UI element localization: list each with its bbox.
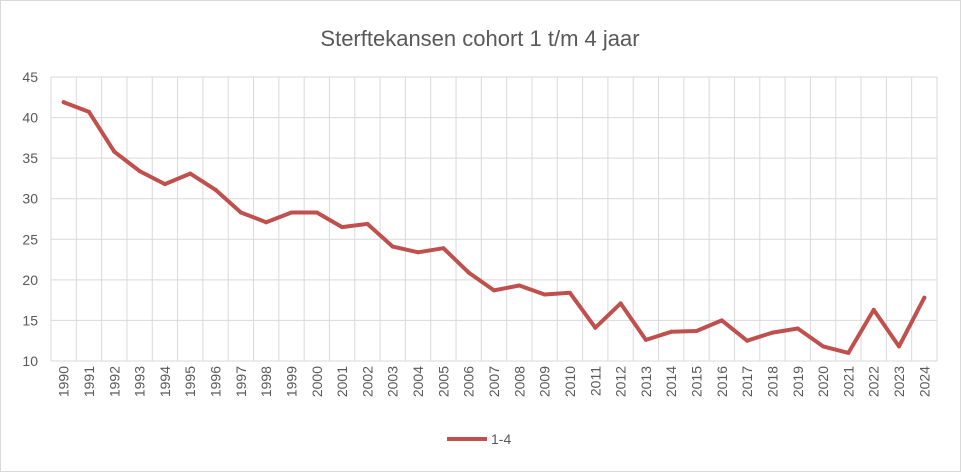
data-point <box>922 295 927 300</box>
legend: 1-4 <box>447 431 511 447</box>
data-point <box>871 307 876 312</box>
x-tick-label: 2010 <box>562 366 578 397</box>
data-point <box>517 283 522 288</box>
data-point <box>86 109 91 114</box>
data-point <box>795 326 800 331</box>
y-tick-label: 10 <box>22 353 38 369</box>
data-point <box>264 220 269 225</box>
y-tick-label: 25 <box>22 231 38 247</box>
data-point <box>669 329 674 334</box>
data-point <box>897 344 902 349</box>
x-tick-label: 2016 <box>714 366 730 397</box>
data-point <box>466 270 471 275</box>
x-tick-label: 1996 <box>208 366 224 397</box>
data-point <box>289 210 294 215</box>
data-point <box>567 290 572 295</box>
data-point <box>745 338 750 343</box>
x-tick-label: 2012 <box>613 366 629 397</box>
data-point <box>390 244 395 249</box>
gridlines <box>50 76 938 362</box>
x-tick-label: 2013 <box>638 366 654 397</box>
x-tick-label: 1997 <box>233 366 249 397</box>
x-tick-label: 2006 <box>461 366 477 397</box>
x-tick-label: 2001 <box>334 366 350 397</box>
x-tick-label: 1999 <box>283 366 299 397</box>
series-line-0 <box>61 100 927 355</box>
data-point <box>719 318 724 323</box>
data-point <box>340 225 345 230</box>
x-tick-label: 2008 <box>511 366 527 397</box>
chart-title: Sterftekansen cohort 1 t/m 4 jaar <box>320 26 639 51</box>
data-point <box>61 100 66 105</box>
x-tick-label: 2004 <box>410 366 426 397</box>
data-point <box>441 246 446 251</box>
data-point <box>846 350 851 355</box>
x-tick-label: 1991 <box>81 366 97 397</box>
x-tick-label: 2020 <box>815 366 831 397</box>
data-point <box>213 187 218 192</box>
x-tick-label: 2023 <box>891 366 907 397</box>
x-tick-label: 2021 <box>840 366 856 397</box>
x-tick-label: 2014 <box>663 366 679 397</box>
legend-label-1-4: 1-4 <box>491 431 511 447</box>
data-point <box>137 169 142 174</box>
x-tick-label: 2018 <box>764 366 780 397</box>
data-point <box>162 182 167 187</box>
x-tick-label: 1990 <box>56 366 72 397</box>
x-tick-label: 2005 <box>435 366 451 397</box>
x-tick-label: 2022 <box>866 366 882 397</box>
y-tick-label: 20 <box>22 272 38 288</box>
data-point <box>821 344 826 349</box>
x-tick-label: 1995 <box>182 366 198 397</box>
x-tick-label: 2000 <box>309 366 325 397</box>
y-tick-label: 15 <box>22 312 38 328</box>
data-point <box>314 210 319 215</box>
y-tick-label: 35 <box>22 150 38 166</box>
data-point <box>593 325 598 330</box>
x-tick-label: 2007 <box>486 366 502 397</box>
x-tick-label: 2015 <box>689 366 705 397</box>
y-tick-label: 30 <box>22 191 38 207</box>
x-tick-label: 2019 <box>790 366 806 397</box>
data-point <box>542 292 547 297</box>
data-point <box>694 328 699 333</box>
x-tick-label: 1994 <box>157 366 173 397</box>
series-layer <box>61 100 927 355</box>
data-point <box>188 171 193 176</box>
x-tick-label: 2009 <box>537 366 553 397</box>
y-tick-label: 45 <box>22 69 38 85</box>
data-point <box>112 149 117 154</box>
x-tick-label: 2017 <box>739 366 755 397</box>
data-point <box>618 301 623 306</box>
x-axis-tick-labels: 1990 1991 1992 1993 1994 1995 1996 1997 1998 1999… <box>56 366 933 397</box>
x-tick-label: 1998 <box>258 366 274 397</box>
data-point <box>770 330 775 335</box>
x-tick-label: 2011 <box>587 366 603 396</box>
x-tick-label: 2002 <box>359 366 375 397</box>
x-tick-label: 2003 <box>385 366 401 397</box>
data-point <box>416 250 421 255</box>
data-point <box>492 288 496 293</box>
y-tick-label: 40 <box>22 110 38 126</box>
data-point <box>643 337 648 342</box>
x-tick-label: 1993 <box>132 366 148 397</box>
x-tick-label: 1992 <box>106 366 122 397</box>
y-axis-tick-labels: 10 15 20 25 30 35 40 45 <box>22 69 38 369</box>
data-point <box>365 221 370 226</box>
data-point <box>238 210 243 215</box>
x-tick-label: 2024 <box>916 366 932 397</box>
